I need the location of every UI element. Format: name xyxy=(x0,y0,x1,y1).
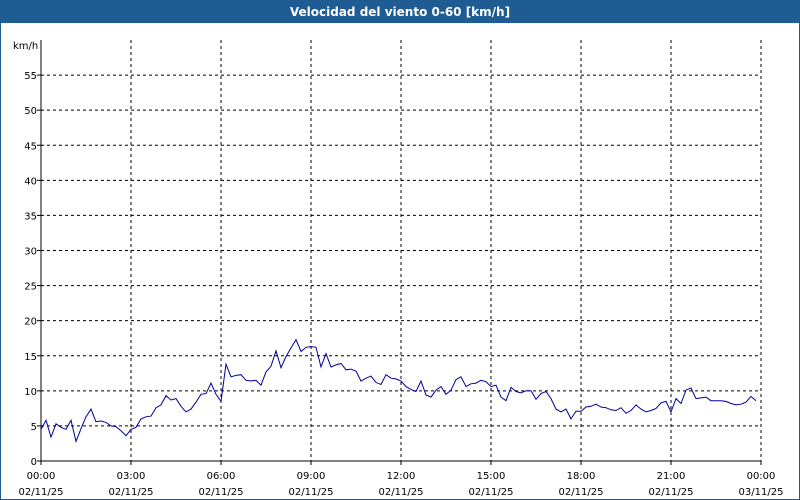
y-tick-label: 45 xyxy=(24,141,37,152)
y-tick-label: 55 xyxy=(24,71,37,82)
x-tick-time: 15:00 xyxy=(477,471,506,482)
x-tick-date: 03/11/25 xyxy=(739,487,784,498)
x-tick-date: 02/11/25 xyxy=(289,487,334,498)
y-tick-label: 15 xyxy=(24,352,37,363)
y-tick-label: 40 xyxy=(24,176,37,187)
x-tick-time: 06:00 xyxy=(207,471,236,482)
y-tick-label: 30 xyxy=(24,247,37,258)
y-axis-unit: km/h xyxy=(13,41,39,52)
x-tick-date: 02/11/25 xyxy=(469,487,514,498)
x-tick-date: 02/11/25 xyxy=(199,487,244,498)
x-tick-time: 00:00 xyxy=(27,471,56,482)
x-tick-time: 12:00 xyxy=(387,471,416,482)
x-tick-date: 02/11/25 xyxy=(379,487,424,498)
x-tick-date: 02/11/25 xyxy=(19,487,64,498)
x-tick-time: 18:00 xyxy=(567,471,596,482)
x-tick-time: 21:00 xyxy=(657,471,686,482)
x-tick-time: 03:00 xyxy=(117,471,146,482)
y-tick-label: 10 xyxy=(24,387,37,398)
wind-speed-line xyxy=(40,338,757,444)
y-tick-label: 35 xyxy=(24,211,37,222)
x-tick-date: 02/11/25 xyxy=(559,487,604,498)
y-tick-label: 0 xyxy=(31,457,37,468)
x-tick-date: 02/11/25 xyxy=(109,487,154,498)
x-tick-date: 02/11/25 xyxy=(649,487,694,498)
y-tick-label: 50 xyxy=(24,106,37,117)
y-tick-label: 20 xyxy=(24,317,37,328)
x-tick-time: 09:00 xyxy=(297,471,326,482)
x-tick-time: 00:00 xyxy=(747,471,776,482)
y-tick-label: 25 xyxy=(24,282,37,293)
y-tick-label: 5 xyxy=(31,422,37,433)
chart-title: Velocidad del viento 0-60 [km/h] xyxy=(1,1,799,23)
